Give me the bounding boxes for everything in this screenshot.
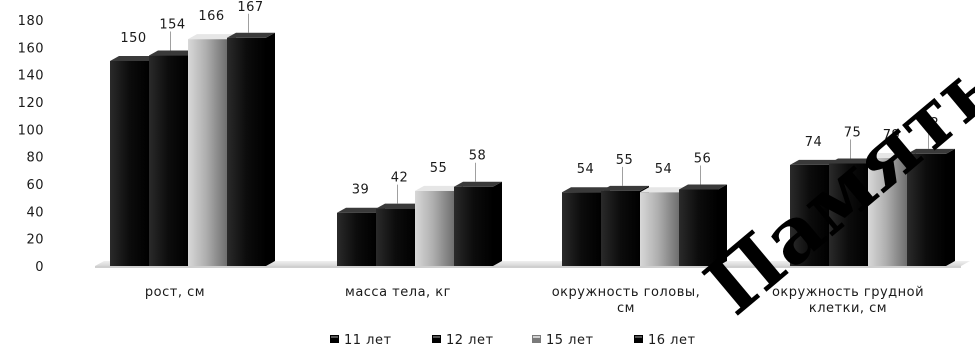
bar-side xyxy=(493,181,502,266)
x-tick-label: окружность грудной клетки, см xyxy=(772,285,924,316)
bar xyxy=(415,185,463,266)
legend-swatch xyxy=(532,335,541,343)
legend-label: 11 лет xyxy=(344,333,392,347)
category-labels: рост, см масса тела, кг окружность головы,… xyxy=(145,285,924,316)
data-label: 55 xyxy=(616,153,634,168)
bar-front xyxy=(829,163,868,266)
bar-side xyxy=(266,32,275,267)
bar-front xyxy=(601,190,640,266)
y-tick-label: 0 xyxy=(35,260,44,275)
legend-item: 16 лет xyxy=(634,333,696,347)
bar-side xyxy=(946,148,955,266)
bar-front xyxy=(790,164,829,266)
bars xyxy=(110,32,955,267)
data-label: 150 xyxy=(120,31,146,46)
y-tick-label: 100 xyxy=(18,123,44,138)
data-labels: 150 154 166 167 39 42 55 58 54 55 54 56 74 75 79 82 xyxy=(120,0,939,204)
legend-swatch xyxy=(330,335,339,343)
bar-front xyxy=(415,190,454,266)
bar-top xyxy=(149,50,197,56)
bar-top xyxy=(868,153,916,159)
data-label: 42 xyxy=(391,171,409,186)
data-label: 75 xyxy=(844,126,862,141)
data-label: 55 xyxy=(430,161,448,176)
y-tick-label: 40 xyxy=(26,205,44,220)
data-label: 56 xyxy=(694,151,712,166)
bar-top xyxy=(679,184,727,190)
data-label: 54 xyxy=(655,162,673,177)
legend-item: 11 лет xyxy=(330,333,392,347)
bar-top xyxy=(601,185,649,191)
bar xyxy=(454,181,502,266)
bar-front xyxy=(907,153,946,266)
y-tick-label: 140 xyxy=(18,69,44,84)
data-label: 82 xyxy=(922,116,940,131)
legend-item: 15 лет xyxy=(532,333,594,347)
bar-front xyxy=(110,61,149,266)
bar xyxy=(907,148,955,266)
bar-top xyxy=(227,32,275,38)
bar-top xyxy=(640,187,688,193)
y-axis: 0 20 40 60 80 100 120 140 160 180 xyxy=(18,14,44,275)
bar-top xyxy=(337,207,385,213)
legend-label: 12 лет xyxy=(446,333,494,347)
bar xyxy=(227,32,275,267)
floor-top xyxy=(95,261,970,266)
bar-top xyxy=(562,187,610,193)
x-tick-label: окружность головы, см xyxy=(552,285,701,316)
bar-front xyxy=(188,39,227,267)
data-label: 166 xyxy=(198,9,224,24)
data-label: 154 xyxy=(159,18,185,33)
data-label: 74 xyxy=(805,135,823,150)
bar-top xyxy=(415,185,463,191)
legend-swatch xyxy=(634,335,643,343)
bar-front xyxy=(868,158,907,266)
legend-swatch xyxy=(432,335,441,343)
bar-front xyxy=(376,208,415,266)
chart-floor xyxy=(95,261,970,268)
x-tick-label: масса тела, кг xyxy=(345,285,451,300)
bar-front xyxy=(337,212,376,266)
y-tick-label: 120 xyxy=(18,96,44,111)
bar xyxy=(679,184,727,266)
y-tick-label: 80 xyxy=(26,151,44,166)
bar-front xyxy=(679,189,718,266)
floor-front xyxy=(95,266,961,268)
legend-label: 15 лет xyxy=(546,333,594,347)
data-label: 79 xyxy=(883,128,901,143)
bar xyxy=(790,159,838,266)
bar-side xyxy=(718,184,727,266)
bar-top xyxy=(110,56,158,61)
data-label: 54 xyxy=(577,162,595,177)
y-tick-label: 160 xyxy=(18,41,44,56)
bar-front xyxy=(562,192,601,266)
data-label: 58 xyxy=(469,149,487,164)
legend: 11 лет 12 лет 15 лет 16 лет xyxy=(330,333,696,347)
bar-top xyxy=(454,181,502,187)
bar-top xyxy=(376,203,424,209)
bar-top xyxy=(829,158,877,164)
bar-front xyxy=(640,192,679,266)
bar-front xyxy=(454,186,493,266)
data-label: 167 xyxy=(237,0,263,15)
bar-top xyxy=(907,148,955,154)
legend-item: 12 лет xyxy=(432,333,494,347)
y-tick-label: 20 xyxy=(26,233,44,248)
x-tick-label: рост, см xyxy=(145,285,205,300)
bar-front xyxy=(149,55,188,267)
bar-top xyxy=(188,34,236,40)
legend-label: 16 лет xyxy=(648,333,696,347)
bar-front xyxy=(227,37,266,267)
y-tick-label: 180 xyxy=(18,14,44,29)
data-label: 39 xyxy=(352,183,370,198)
bar-top xyxy=(790,159,838,165)
y-tick-label: 60 xyxy=(26,178,44,193)
